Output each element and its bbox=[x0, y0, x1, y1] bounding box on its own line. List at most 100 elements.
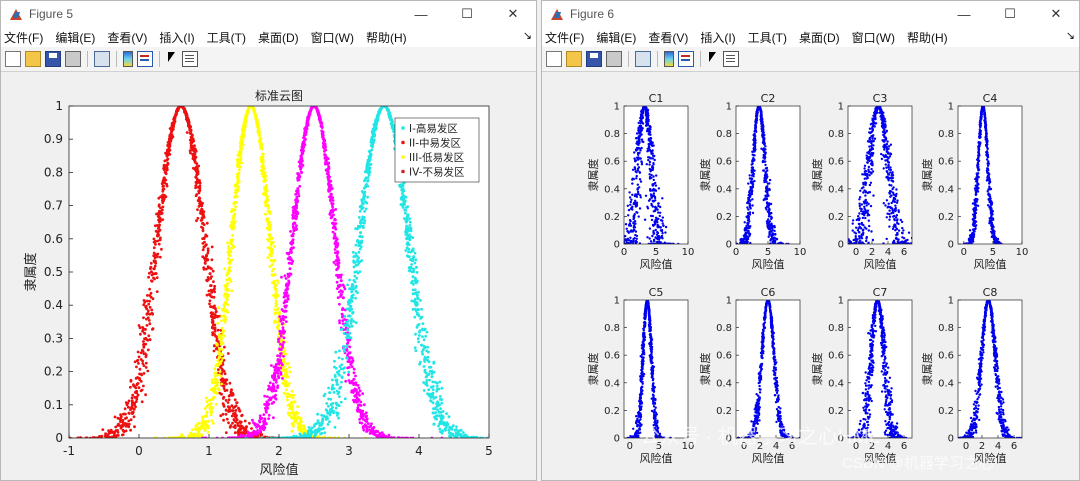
data-point bbox=[227, 398, 231, 402]
save-icon[interactable] bbox=[45, 51, 61, 67]
data-point bbox=[214, 402, 218, 406]
link-plot-icon[interactable] bbox=[635, 51, 651, 67]
data-point bbox=[131, 401, 135, 405]
data-point bbox=[235, 401, 239, 405]
data-point bbox=[427, 360, 431, 364]
new-file-icon[interactable] bbox=[546, 51, 562, 67]
figure-6-titlebar[interactable]: Figure 6 — ☐ ✕ bbox=[542, 1, 1079, 27]
pointer-icon[interactable] bbox=[707, 51, 719, 67]
data-point bbox=[224, 408, 228, 412]
minimize-button[interactable]: — bbox=[414, 6, 428, 22]
print-icon[interactable] bbox=[65, 51, 81, 67]
data-point bbox=[431, 411, 435, 415]
menu-insert[interactable]: 插入(I) bbox=[700, 30, 736, 45]
menu-help[interactable]: 帮助(H) bbox=[365, 30, 407, 45]
data-point bbox=[221, 363, 225, 366]
data-point bbox=[281, 309, 285, 313]
menu-file[interactable]: 文件(F) bbox=[545, 30, 585, 45]
colorbar-icon[interactable] bbox=[123, 51, 133, 67]
dock-arrow-icon[interactable]: ↘ bbox=[522, 30, 532, 42]
data-point bbox=[251, 418, 254, 422]
menu-desktop[interactable]: 桌面(D) bbox=[798, 30, 840, 45]
data-point bbox=[229, 238, 233, 242]
data-point bbox=[219, 343, 223, 346]
save-icon[interactable] bbox=[586, 51, 602, 67]
menu-window[interactable]: 窗口(W) bbox=[851, 30, 895, 45]
new-file-icon[interactable] bbox=[5, 51, 21, 67]
data-point bbox=[329, 194, 333, 198]
legend-icon[interactable] bbox=[678, 51, 694, 67]
close-button[interactable]: ✕ bbox=[507, 6, 519, 21]
open-folder-icon[interactable] bbox=[25, 51, 41, 67]
colorbar-icon[interactable] bbox=[664, 51, 674, 67]
data-point bbox=[348, 287, 351, 291]
close-button[interactable]: ✕ bbox=[1050, 6, 1062, 21]
data-point bbox=[217, 352, 221, 356]
menu-window[interactable]: 窗口(W) bbox=[310, 30, 354, 45]
data-point bbox=[426, 355, 430, 359]
minimize-button[interactable]: — bbox=[957, 6, 971, 22]
y-tick-label: 0.7 bbox=[44, 199, 63, 213]
data-point bbox=[430, 372, 434, 375]
data-point bbox=[211, 269, 215, 273]
data-point bbox=[223, 334, 226, 338]
data-point bbox=[363, 210, 367, 213]
figure-5-titlebar[interactable]: Figure 5 — ☐ ✕ bbox=[1, 1, 536, 27]
data-point bbox=[435, 384, 439, 388]
menu-file[interactable]: 文件(F) bbox=[4, 30, 44, 45]
data-point bbox=[270, 396, 273, 400]
data-point bbox=[162, 184, 166, 188]
data-point bbox=[359, 245, 363, 249]
data-point bbox=[150, 308, 154, 312]
data-point bbox=[145, 307, 149, 311]
data-point bbox=[372, 133, 375, 136]
property-inspector-icon[interactable] bbox=[182, 51, 198, 67]
dock-arrow-icon[interactable]: ↘ bbox=[1065, 30, 1075, 42]
print-icon[interactable] bbox=[606, 51, 622, 67]
menu-help[interactable]: 帮助(H) bbox=[906, 30, 948, 45]
link-plot-icon[interactable] bbox=[94, 51, 110, 67]
menu-insert[interactable]: 插入(I) bbox=[159, 30, 195, 45]
data-point bbox=[390, 123, 394, 127]
menu-edit[interactable]: 编辑(E) bbox=[596, 30, 637, 45]
data-point bbox=[233, 212, 237, 216]
data-point bbox=[341, 319, 345, 323]
legend-icon[interactable] bbox=[137, 51, 153, 67]
menu-desktop[interactable]: 桌面(D) bbox=[257, 30, 299, 45]
data-point bbox=[242, 124, 246, 128]
data-point bbox=[251, 435, 255, 438]
maximize-button[interactable]: ☐ bbox=[1004, 6, 1016, 21]
data-point bbox=[337, 416, 340, 420]
data-point bbox=[266, 395, 269, 398]
data-point bbox=[133, 425, 136, 429]
data-point bbox=[325, 172, 329, 176]
menu-tools[interactable]: 工具(T) bbox=[206, 30, 246, 45]
data-point bbox=[225, 388, 229, 392]
menu-edit[interactable]: 编辑(E) bbox=[55, 30, 96, 45]
pointer-icon[interactable] bbox=[166, 51, 178, 67]
data-point bbox=[358, 247, 362, 251]
property-inspector-icon[interactable] bbox=[723, 51, 739, 67]
data-point bbox=[415, 293, 419, 297]
data-point bbox=[360, 413, 363, 417]
open-folder-icon[interactable] bbox=[566, 51, 582, 67]
data-point bbox=[371, 429, 375, 432]
data-point bbox=[290, 429, 294, 433]
data-point bbox=[653, 196, 657, 200]
maximize-button[interactable]: ☐ bbox=[461, 6, 473, 21]
data-point bbox=[376, 115, 380, 119]
data-point bbox=[226, 288, 230, 291]
menu-view[interactable]: 查看(V) bbox=[648, 30, 689, 45]
data-point bbox=[352, 320, 356, 323]
data-point bbox=[214, 378, 218, 382]
menu-view[interactable]: 查看(V) bbox=[107, 30, 148, 45]
data-point bbox=[269, 243, 273, 247]
menu-tools[interactable]: 工具(T) bbox=[747, 30, 787, 45]
data-point bbox=[401, 192, 404, 195]
data-point bbox=[143, 331, 146, 335]
data-point bbox=[228, 381, 232, 385]
data-point bbox=[223, 305, 226, 309]
data-point bbox=[638, 207, 642, 210]
data-point bbox=[123, 412, 126, 416]
